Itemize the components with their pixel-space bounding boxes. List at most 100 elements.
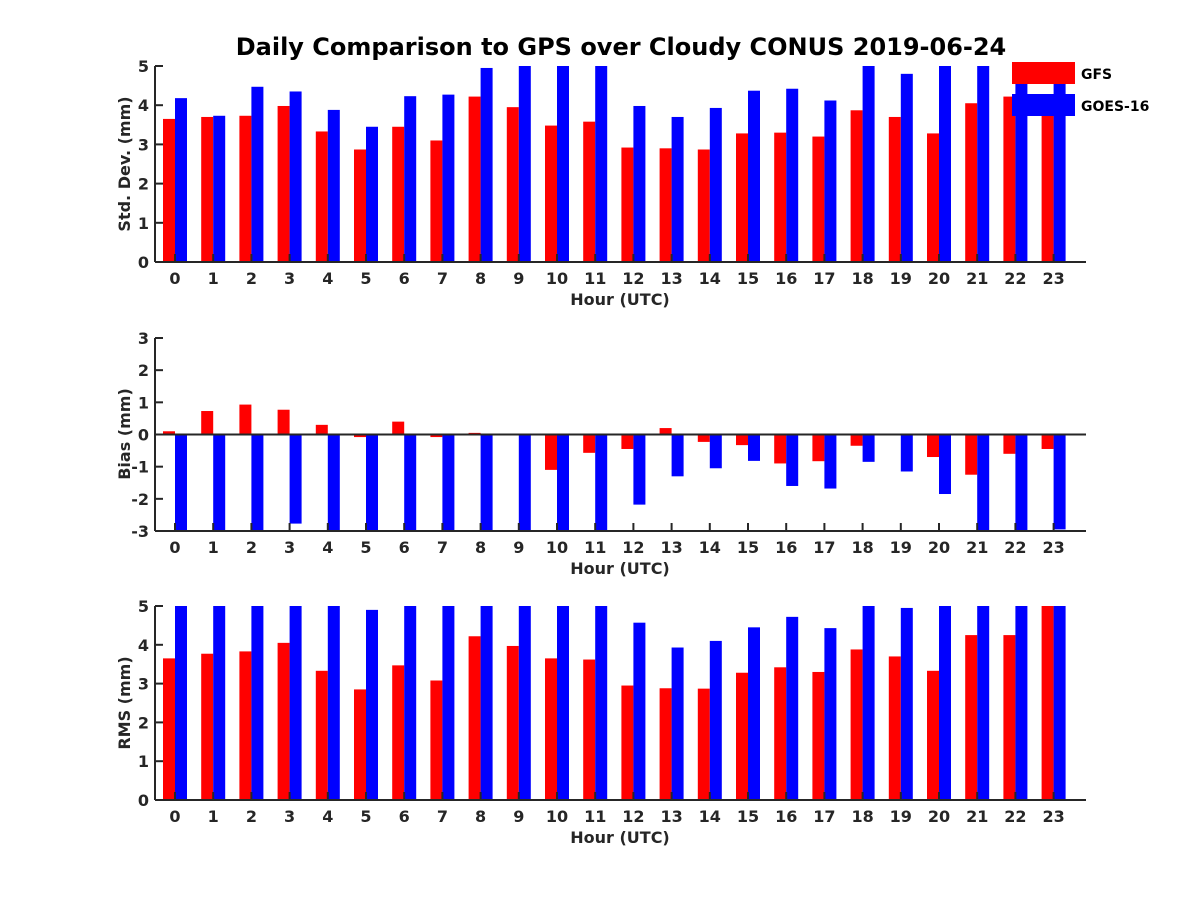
bar-goes16-21 bbox=[977, 606, 990, 800]
legend-label-goes16: GOES-16 bbox=[1081, 99, 1149, 115]
bar-goes16-12 bbox=[633, 434, 646, 505]
bar-gfs-16 bbox=[774, 434, 787, 464]
bar-goes16-10 bbox=[557, 606, 569, 800]
bar-goes16-17 bbox=[824, 100, 837, 262]
x-tick-label: 13 bbox=[660, 538, 682, 557]
x-tick-label: 23 bbox=[1042, 807, 1064, 826]
x-tick-label: 12 bbox=[622, 807, 644, 826]
x-tick-label: 20 bbox=[928, 538, 950, 557]
x-tick-label: 10 bbox=[546, 269, 568, 288]
y-tick-label: 0 bbox=[138, 253, 149, 272]
x-tick-label: 22 bbox=[1004, 807, 1026, 826]
x-tick-label: 10 bbox=[546, 807, 568, 826]
bar-goes16-0 bbox=[175, 434, 187, 531]
bar-gfs-23 bbox=[1041, 107, 1054, 262]
bar-gfs-3 bbox=[277, 642, 290, 800]
bar-goes16-1 bbox=[213, 606, 226, 800]
bar-gfs-9 bbox=[506, 107, 519, 262]
bar-gfs-0 bbox=[163, 431, 175, 435]
bar-goes16-20 bbox=[939, 434, 951, 495]
x-tick-label: 0 bbox=[169, 807, 180, 826]
x-tick-label: 8 bbox=[475, 807, 486, 826]
y-tick-label: 5 bbox=[138, 57, 149, 76]
bar-goes16-23 bbox=[1053, 606, 1066, 800]
x-tick-label: 12 bbox=[622, 538, 644, 557]
bar-goes16-21 bbox=[977, 434, 990, 531]
x-tick-label: 2 bbox=[246, 538, 257, 557]
bar-gfs-16 bbox=[774, 667, 787, 800]
y-tick-label: 1 bbox=[138, 393, 149, 412]
bar-gfs-3 bbox=[277, 105, 290, 262]
x-tick-label: 6 bbox=[399, 269, 410, 288]
bar-gfs-20 bbox=[927, 670, 939, 800]
x-tick-label: 1 bbox=[208, 538, 219, 557]
bar-gfs-11 bbox=[583, 434, 596, 453]
x-tick-label: 21 bbox=[966, 538, 988, 557]
bar-gfs-22 bbox=[1003, 635, 1016, 800]
x-tick-label: 4 bbox=[322, 538, 333, 557]
legend-swatch-gfs bbox=[1012, 62, 1075, 84]
bar-goes16-20 bbox=[939, 66, 951, 262]
bar-goes16-18 bbox=[862, 434, 875, 462]
bar-gfs-21 bbox=[965, 434, 978, 475]
x-tick-label: 20 bbox=[928, 269, 950, 288]
bar-goes16-19 bbox=[900, 73, 913, 262]
bar-goes16-12 bbox=[633, 622, 646, 800]
bar-goes16-5 bbox=[366, 609, 378, 800]
bar-goes16-1 bbox=[213, 434, 226, 531]
bar-gfs-6 bbox=[392, 126, 405, 262]
y-axis-label: Std. Dev. (mm) bbox=[115, 96, 134, 231]
bar-gfs-4 bbox=[315, 424, 328, 435]
x-axis-label: Hour (UTC) bbox=[570, 559, 670, 578]
y-tick-label: 5 bbox=[138, 597, 149, 616]
x-tick-label: 17 bbox=[813, 807, 835, 826]
chart-title: Daily Comparison to GPS over Cloudy CONU… bbox=[236, 33, 1007, 61]
x-tick-label: 23 bbox=[1042, 269, 1064, 288]
x-tick-label: 5 bbox=[360, 269, 371, 288]
bar-gfs-6 bbox=[392, 665, 405, 800]
x-tick-label: 0 bbox=[169, 269, 180, 288]
bar-gfs-7 bbox=[430, 140, 443, 262]
bar-gfs-23 bbox=[1041, 606, 1054, 800]
x-tick-label: 7 bbox=[437, 807, 448, 826]
bar-goes16-6 bbox=[404, 434, 417, 531]
bar-goes16-9 bbox=[518, 66, 531, 262]
bar-gfs-7 bbox=[430, 680, 443, 800]
x-tick-label: 8 bbox=[475, 538, 486, 557]
bar-goes16-15 bbox=[748, 627, 760, 800]
bar-goes16-4 bbox=[327, 606, 340, 800]
bar-goes16-5 bbox=[366, 126, 378, 262]
bar-gfs-2 bbox=[239, 651, 252, 800]
bar-gfs-14 bbox=[697, 149, 710, 262]
bar-gfs-8 bbox=[468, 636, 481, 800]
y-tick-label: -3 bbox=[131, 522, 149, 541]
legend: GFS GOES-16 bbox=[1012, 62, 1149, 116]
y-tick-label: 3 bbox=[138, 329, 149, 348]
x-tick-label: 2 bbox=[246, 807, 257, 826]
x-tick-label: 13 bbox=[660, 269, 682, 288]
x-tick-label: 11 bbox=[584, 269, 606, 288]
bar-goes16-14 bbox=[709, 640, 722, 800]
bar-goes16-13 bbox=[671, 434, 684, 477]
x-tick-label: 1 bbox=[208, 269, 219, 288]
x-tick-label: 17 bbox=[813, 538, 835, 557]
bar-goes16-8 bbox=[480, 67, 493, 263]
bar-gfs-15 bbox=[736, 133, 748, 262]
y-tick-label: 2 bbox=[138, 175, 149, 194]
x-tick-label: 4 bbox=[322, 807, 333, 826]
bar-gfs-17 bbox=[812, 671, 825, 800]
bar-gfs-12 bbox=[621, 147, 634, 262]
bar-goes16-6 bbox=[404, 96, 417, 263]
bar-goes16-3 bbox=[289, 606, 302, 800]
bar-gfs-4 bbox=[315, 670, 328, 800]
bar-goes16-1 bbox=[213, 115, 226, 262]
x-tick-label: 16 bbox=[775, 807, 797, 826]
x-tick-label: 21 bbox=[966, 807, 988, 826]
x-tick-label: 6 bbox=[399, 538, 410, 557]
bar-gfs-8 bbox=[468, 96, 481, 262]
bar-gfs-21 bbox=[965, 103, 978, 263]
bar-gfs-7 bbox=[430, 434, 443, 438]
bar-goes16-23 bbox=[1053, 81, 1066, 263]
